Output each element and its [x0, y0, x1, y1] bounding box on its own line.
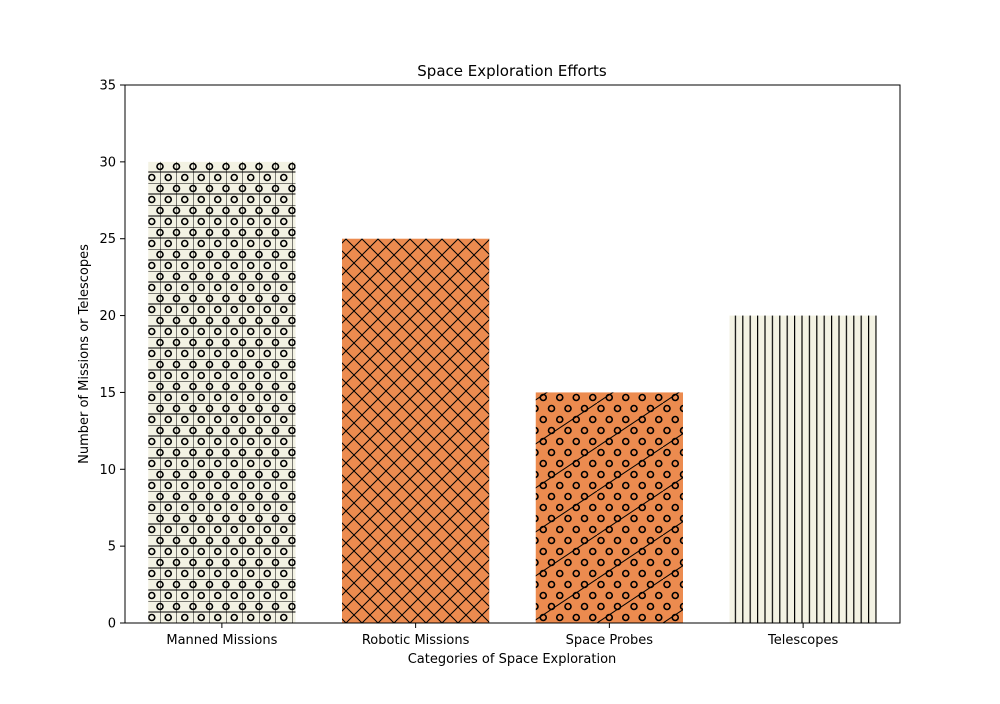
bar-fill-telescopes — [729, 315, 877, 623]
y-tick-label-15: 15 — [99, 386, 116, 401]
bar-space-probes — [535, 392, 683, 623]
x-axis-label: Categories of Space Exploration — [408, 652, 617, 667]
y-tick-label-35: 35 — [99, 79, 116, 94]
x-tick-label-space-probes: Space Probes — [566, 633, 654, 648]
y-tick-label-0: 0 — [108, 617, 116, 632]
bar-fill-manned-missions — [148, 161, 296, 623]
x-axis: Manned Missions Robotic Missions Space Pro… — [166, 623, 838, 648]
bar-fill-robotic-missions — [342, 238, 490, 623]
plot-frame — [124, 84, 901, 624]
bar-manned-missions — [148, 161, 296, 623]
bar-overlay-space-probes — [535, 392, 683, 623]
bar-robotic-missions — [342, 238, 490, 623]
y-tick-label-5: 5 — [108, 540, 116, 555]
y-tick-label-30: 30 — [99, 155, 116, 170]
x-tick-label-telescopes: Telescopes — [767, 633, 838, 648]
chart-title: Space Exploration Efforts — [417, 62, 607, 80]
y-tick-label-10: 10 — [99, 463, 116, 478]
y-axis-label: Number of Missions or Telescopes — [77, 244, 92, 464]
y-axis: 0 5 10 15 20 25 30 35 — [99, 79, 125, 632]
x-tick-label-manned-missions: Manned Missions — [166, 633, 277, 648]
bar-telescopes — [729, 315, 877, 623]
y-tick-label-25: 25 — [99, 232, 116, 247]
bars-layer — [148, 161, 877, 623]
x-tick-label-robotic-missions: Robotic Missions — [362, 633, 470, 648]
y-tick-label-20: 20 — [99, 309, 116, 324]
